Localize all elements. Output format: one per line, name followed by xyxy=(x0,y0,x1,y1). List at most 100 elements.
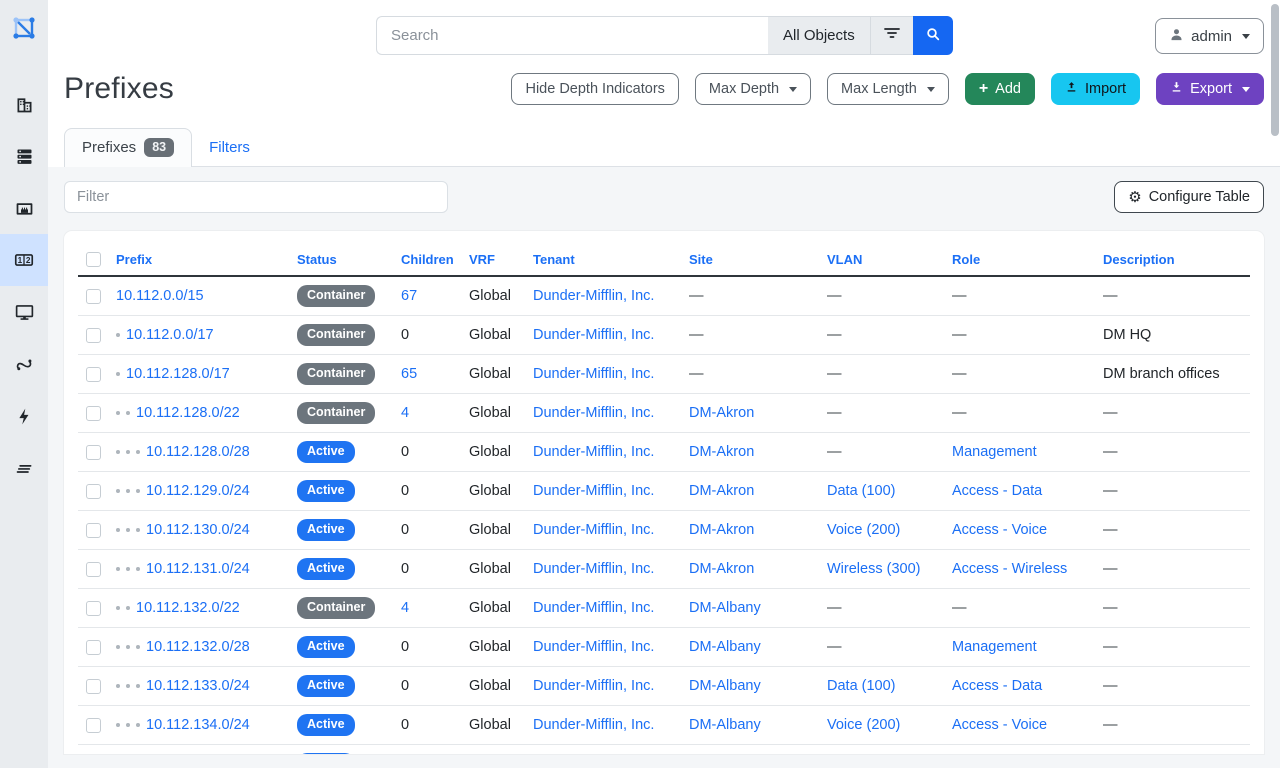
column-header-status[interactable]: Status xyxy=(289,237,393,278)
row-checkbox[interactable] xyxy=(86,366,101,382)
tenant-link[interactable]: Dunder-Mifflin, Inc. xyxy=(533,561,655,578)
site-link[interactable]: DM-Akron xyxy=(689,483,755,500)
sidebar-item-power[interactable] xyxy=(0,390,48,442)
row-checkbox[interactable] xyxy=(86,483,101,499)
prefix-link[interactable]: 10.112.131.0/24 xyxy=(146,561,250,578)
vlan-link[interactable]: Data (100) xyxy=(827,678,896,695)
tab-prefixes[interactable]: Prefixes 83 xyxy=(64,128,193,167)
prefix-link[interactable]: 10.112.128.0/28 xyxy=(146,444,250,461)
user-menu-button[interactable]: admin xyxy=(1155,18,1264,54)
tenant-link[interactable]: Dunder-Mifflin, Inc. xyxy=(533,483,655,500)
sidebar-item-overlays[interactable] xyxy=(0,442,48,494)
netbox-logo[interactable] xyxy=(0,0,48,56)
quick-filter-input[interactable] xyxy=(64,181,448,213)
prefix-link[interactable]: 10.112.0.0/15 xyxy=(116,288,204,305)
description-value: — xyxy=(1103,600,1118,617)
prefix-link[interactable]: 10.112.132.0/28 xyxy=(146,639,250,656)
column-header-tenant[interactable]: Tenant xyxy=(525,237,681,278)
prefix-link[interactable]: 10.112.129.0/24 xyxy=(146,483,250,500)
export-dropdown[interactable]: Export xyxy=(1156,73,1264,105)
prefix-link[interactable]: 10.112.132.0/22 xyxy=(136,600,240,617)
tenant-link[interactable]: Dunder-Mifflin, Inc. xyxy=(533,717,655,734)
role-link[interactable]: Access - Wireless xyxy=(952,561,1068,578)
role-link[interactable]: Access - Data xyxy=(952,483,1043,500)
site-link[interactable]: DM-Akron xyxy=(689,444,755,461)
prefix-link[interactable]: 10.112.0.0/17 xyxy=(126,327,214,344)
depth-indicator-dot xyxy=(116,645,120,650)
tenant-link[interactable]: Dunder-Mifflin, Inc. xyxy=(533,639,655,656)
tenant-link[interactable]: Dunder-Mifflin, Inc. xyxy=(533,288,655,305)
prefix-link[interactable]: 10.112.134.0/24 xyxy=(146,717,250,734)
role-link[interactable]: Access - Data xyxy=(952,678,1043,695)
add-button[interactable]: + Add xyxy=(964,73,1035,105)
sidebar-item-servers[interactable] xyxy=(0,130,48,182)
sidebar-item-ethernet[interactable] xyxy=(0,182,48,234)
row-checkbox[interactable] xyxy=(86,327,101,343)
children-count-link[interactable]: 67 xyxy=(401,288,418,305)
site-link[interactable]: DM-Albany xyxy=(689,678,761,695)
site-link[interactable]: DM-Albany xyxy=(689,600,761,617)
site-link[interactable]: DM-Albany xyxy=(689,639,761,656)
hide-depth-indicators-button[interactable]: Hide Depth Indicators xyxy=(511,73,679,105)
column-header-vlan[interactable]: VLAN xyxy=(819,237,944,278)
prefix-link[interactable]: 10.112.128.0/22 xyxy=(136,405,240,422)
tab-filters[interactable]: Filters xyxy=(192,130,267,166)
column-header-vrf[interactable]: VRF xyxy=(461,237,525,278)
role-link[interactable]: Access - Voice xyxy=(952,717,1048,734)
search-scope-dropdown[interactable]: All Objects xyxy=(768,16,870,55)
sidebar-item-circuits[interactable] xyxy=(0,338,48,390)
column-header-children[interactable]: Children xyxy=(393,237,461,278)
tenant-link[interactable]: Dunder-Mifflin, Inc. xyxy=(533,600,655,617)
sidebar-item-virtualization[interactable] xyxy=(0,286,48,338)
tenant-link[interactable]: Dunder-Mifflin, Inc. xyxy=(533,678,655,695)
column-header-description[interactable]: Description xyxy=(1095,237,1250,278)
row-checkbox[interactable] xyxy=(86,678,101,694)
role-link[interactable]: Management xyxy=(952,444,1037,461)
row-checkbox[interactable] xyxy=(86,522,101,538)
status-badge: Active xyxy=(297,441,355,464)
page-scrollbar[interactable] xyxy=(1271,4,1279,136)
configure-table-button[interactable]: ⚙ Configure Table xyxy=(1114,181,1264,213)
search-filter-button[interactable] xyxy=(869,16,913,55)
tenant-link[interactable]: Dunder-Mifflin, Inc. xyxy=(533,405,655,422)
vlan-link[interactable]: Data (100) xyxy=(827,483,896,500)
children-count-link[interactable]: 4 xyxy=(401,600,410,617)
site-link[interactable]: DM-Akron xyxy=(689,522,755,539)
description-value: — xyxy=(1103,678,1118,695)
search-submit-button[interactable] xyxy=(912,16,953,55)
row-checkbox[interactable] xyxy=(86,444,101,460)
site-link[interactable]: DM-Akron xyxy=(689,561,755,578)
tenant-link[interactable]: Dunder-Mifflin, Inc. xyxy=(533,444,655,461)
column-header-role[interactable]: Role xyxy=(944,237,1095,278)
row-checkbox[interactable] xyxy=(86,288,101,304)
select-all-checkbox[interactable] xyxy=(86,252,101,268)
row-checkbox[interactable] xyxy=(86,600,101,616)
row-checkbox[interactable] xyxy=(86,639,101,655)
prefix-link[interactable]: 10.112.133.0/24 xyxy=(146,678,250,695)
tenant-link[interactable]: Dunder-Mifflin, Inc. xyxy=(533,522,655,539)
search-input[interactable] xyxy=(376,16,768,55)
max-depth-dropdown[interactable]: Max Depth xyxy=(694,73,812,105)
column-header-site[interactable]: Site xyxy=(681,237,819,278)
row-checkbox[interactable] xyxy=(86,405,101,421)
site-link[interactable]: DM-Albany xyxy=(689,717,761,734)
vlan-link[interactable]: Wireless (300) xyxy=(827,561,921,578)
site-link[interactable]: DM-Akron xyxy=(689,405,755,422)
import-button[interactable]: Import xyxy=(1050,73,1141,105)
vlan-link[interactable]: Voice (200) xyxy=(827,717,901,734)
column-header-prefix[interactable]: Prefix xyxy=(108,237,289,278)
vlan-link[interactable]: Voice (200) xyxy=(827,522,901,539)
children-count-link[interactable]: 65 xyxy=(401,366,418,383)
children-count-link[interactable]: 4 xyxy=(401,405,410,422)
tenant-link[interactable]: Dunder-Mifflin, Inc. xyxy=(533,327,655,344)
role-link[interactable]: Management xyxy=(952,639,1037,656)
prefix-link[interactable]: 10.112.130.0/24 xyxy=(146,522,250,539)
sidebar-item-building[interactable] xyxy=(0,78,48,130)
prefix-link[interactable]: 10.112.128.0/17 xyxy=(126,366,230,383)
role-link[interactable]: Access - Voice xyxy=(952,522,1048,539)
row-checkbox[interactable] xyxy=(86,717,101,733)
row-checkbox[interactable] xyxy=(86,561,101,577)
tenant-link[interactable]: Dunder-Mifflin, Inc. xyxy=(533,366,655,383)
max-length-dropdown[interactable]: Max Length xyxy=(827,73,949,105)
